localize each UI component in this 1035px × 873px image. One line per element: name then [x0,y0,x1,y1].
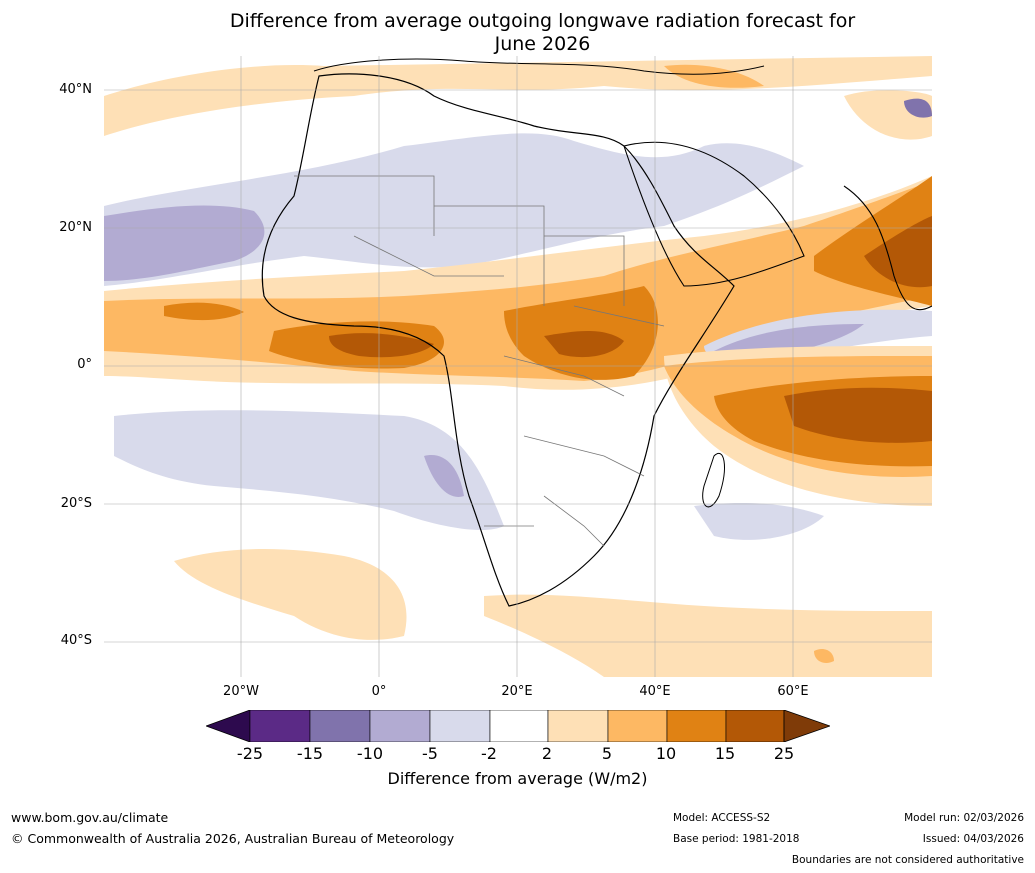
colorbar-tick: -5 [422,744,438,763]
anomaly-region-guinea-brown [329,333,434,358]
colorbar-tick: -15 [296,744,324,763]
colorbar-swatch-6 [547,710,609,742]
anomaly-map [104,56,932,677]
anomaly-region-sahara-light-purple [104,133,804,286]
colorbar-tick: 2 [541,744,553,763]
lon-label-0: 0° [371,684,387,699]
title-line-1: Difference from average outgoing longwav… [229,10,856,32]
colorbar-swatch-5 [489,710,549,742]
anomaly-region-nile-light-purple [704,145,784,177]
lon-label-20e: 20°E [501,684,533,699]
colorbar-min-extend [206,710,251,742]
disclaimer-text: Boundaries are not considered authoritat… [791,854,1024,866]
anomaly-region-sio-brown [784,387,932,443]
colorbar-label: Difference from average (W/m2) [387,769,648,788]
colorbar-tick: -2 [481,744,497,763]
lon-label-40e: 40°E [639,684,671,699]
lat-label-20n: 20°N [59,220,92,235]
colorbar-tick: 10 [655,744,677,763]
issued-text: Issued: 04/03/2026 [922,833,1024,845]
colorbar-tick: -25 [236,744,264,763]
lat-label-40s: 40°S [60,633,92,648]
anomaly-region-southern-ocean-orange [814,649,834,663]
lon-label-20w: 20°W [223,684,259,699]
anomaly-region-south-atlantic-purple [114,410,504,531]
colorbar-swatch-7 [607,710,668,742]
anomaly-region-atlantic-purple [104,205,265,281]
europe-coastline [313,58,765,75]
country-borders [294,175,665,547]
anomaly-region-congo-brown [544,331,624,358]
anomaly-region-ne-purple [904,98,932,118]
africa-coastline [261,73,735,607]
website-link[interactable]: www.bom.gov.au/climate [11,810,169,825]
lat-label-0: 0° [77,357,92,372]
map-title: Difference from average outgoing longwav… [180,10,905,56]
colorbar-tick: 25 [773,744,795,763]
lat-label-20s: 20°S [60,496,92,511]
lat-label-40n: 40°N [59,82,92,97]
colorbar-swatch-8 [666,710,727,742]
colorbar-swatch-4 [429,710,491,742]
base-period-text: Base period: 1981-2018 [673,833,800,845]
india-coastline [843,185,932,311]
title-line-2: June 2026 [494,33,591,55]
colorbar [206,710,830,742]
anomaly-region-india-brown [864,216,932,288]
copyright-text: © Commonwealth of Australia 2026, Austra… [11,831,455,846]
lon-label-60e: 60°E [777,684,809,699]
colorbar-swatch-3 [369,710,431,742]
anomaly-region-n-orange [664,64,764,88]
colorbar-tick: -10 [356,744,384,763]
colorbar-swatch-9 [725,710,785,742]
colorbar-max-extend [783,710,830,742]
colorbar-swatch-1 [249,710,311,742]
anomaly-region-madagascar-purple [694,503,824,540]
arabia-coastline [623,141,805,287]
anomaly-region-wafrica-dark-orange [164,302,244,321]
colorbar-swatch-2 [309,710,371,742]
colorbar-tick: 15 [714,744,736,763]
anomaly-region-south-light-orange [174,549,407,640]
anomaly-region-south-atlantic-medium-purple [424,455,464,497]
madagascar-coastline [702,453,725,508]
graticule [104,56,932,677]
colorbar-tick: 5 [601,744,613,763]
model-run-text: Model run: 02/03/2026 [904,812,1024,824]
model-text: Model: ACCESS-S2 [673,812,771,824]
